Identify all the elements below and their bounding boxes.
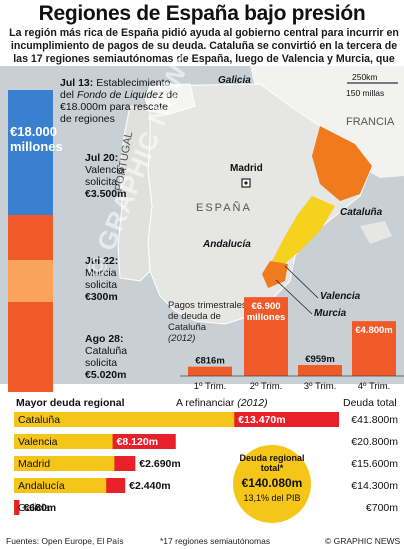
map-label-cataluna: Cataluña <box>340 207 383 218</box>
timeline-item-jul13: Jul 13: Establecimiento del Fondo de Liq… <box>60 77 178 125</box>
quarter-bar <box>352 321 396 376</box>
region-refinance-value: €680m <box>23 502 56 514</box>
map-label-andalucia: Andalucía <box>203 239 251 250</box>
timeline-total-label: €18.000 millones <box>10 124 63 154</box>
region-total-value: €20.800m <box>351 436 398 448</box>
madrid-dot <box>244 181 248 185</box>
region-name-label: Galicia <box>18 502 50 514</box>
region-refinance-value: €2.440m <box>129 480 170 492</box>
region-refinance-value: €2.690m <box>139 458 180 470</box>
fund-block <box>8 90 53 215</box>
region-total-value: €14.300m <box>351 480 398 492</box>
quarter-value-label: €959m <box>305 354 335 365</box>
region-refinance-value: €8.120m <box>117 436 158 448</box>
murcia-block <box>8 260 53 302</box>
callout-note: 13,1% del PIB <box>243 493 301 503</box>
callout-label: Deuda regional total* <box>239 453 305 473</box>
murcia-region <box>262 261 288 288</box>
region-total-value: €15.600m <box>351 458 398 470</box>
timeline-item-jul20: Jul 20: Valencia solicita €3.500m <box>85 152 127 200</box>
map-label-murcia: Murcia <box>314 308 347 319</box>
quarter-category-label: 2º Trim. <box>250 381 283 392</box>
legend-total: Deuda total <box>343 397 397 409</box>
murcia-leader <box>275 279 313 315</box>
valencia-leader <box>284 265 319 299</box>
map-label-valencia: Valencia <box>320 291 361 302</box>
map-label-espana: ESPAÑA <box>196 202 252 214</box>
region-name-label: Andalucía <box>18 480 65 492</box>
cataluna-region <box>312 126 372 201</box>
baleares <box>360 221 392 244</box>
region-refinance-bar <box>114 456 136 471</box>
footer-sources: Fuentes: Open Europe, El País <box>6 536 124 546</box>
cataluna-block <box>8 302 53 392</box>
galicia-region <box>144 83 196 115</box>
callout-value: €140.080m <box>241 476 303 490</box>
quarter-bar <box>188 366 232 376</box>
legend-refinance: A refinanciar (2012) <box>176 397 268 409</box>
quarter-category-label: 4º Trim. <box>358 381 391 392</box>
timeline-item-jul22: Jul 22: Murcia solicita €300m <box>85 255 119 303</box>
region-refinance-bar <box>234 412 339 427</box>
quarter-value-label: €816m <box>195 356 225 367</box>
region-total-bar <box>14 456 136 471</box>
quarter-bar <box>244 297 288 376</box>
quarter-category-label: 3º Trim. <box>304 381 337 392</box>
france-land <box>250 66 404 178</box>
footer-note: *17 regiones semiautónomas <box>160 536 271 546</box>
regional-chart-title: Mayor deuda regional <box>16 397 125 409</box>
callout-circle <box>233 445 311 523</box>
quarterly-chart-title: Pagos trimestrales de deuda de Cataluña … <box>168 300 247 344</box>
region-name-label: Cataluña <box>18 414 60 426</box>
scale-km-label: 250km <box>352 72 378 82</box>
region-refinance-bar <box>112 434 176 449</box>
scale-mi-label: 150 millas <box>346 88 385 98</box>
quarter-value-label: €6.900 millones <box>247 301 286 323</box>
timeline-item-ago28: Ago 28: Cataluña solicita €5.020m <box>85 333 128 381</box>
spain-map <box>0 66 404 384</box>
quarterly-chart: €816m 1º Trim. €6.900 millones 2º Trim. €959m… <box>180 297 404 392</box>
portugal-land <box>117 105 153 282</box>
region-name-label: Madrid <box>18 458 50 470</box>
region-refinance-value: €13.470m <box>238 414 285 426</box>
region-total-value: €700m <box>366 502 398 514</box>
region-total-bar <box>14 478 126 493</box>
valencia-region <box>272 196 335 266</box>
region-refinance-bar <box>106 478 126 493</box>
quarter-bar <box>298 365 342 376</box>
page-title: Regiones de España bajo presión <box>38 2 366 25</box>
map-label-galicia: Galicia <box>218 75 251 86</box>
footer-credit: © GRAPHIC NEWS <box>325 536 401 546</box>
regional-debt-chart: Cataluña €13.470m €41.800m Valencia €8.120m €… <box>14 412 398 515</box>
region-total-value: €41.800m <box>351 414 398 426</box>
timeline-date: Jul 13: <box>60 77 94 89</box>
region-refinance-bar <box>14 500 20 515</box>
quarter-value-label: €4.800m <box>355 325 393 336</box>
region-name-label: Valencia <box>18 436 58 448</box>
timeline-stack <box>8 90 53 392</box>
map-label-madrid: Madrid <box>230 163 263 174</box>
map-label-francia: FRANCIA <box>346 116 395 128</box>
quarter-category-label: 1º Trim. <box>194 381 227 392</box>
